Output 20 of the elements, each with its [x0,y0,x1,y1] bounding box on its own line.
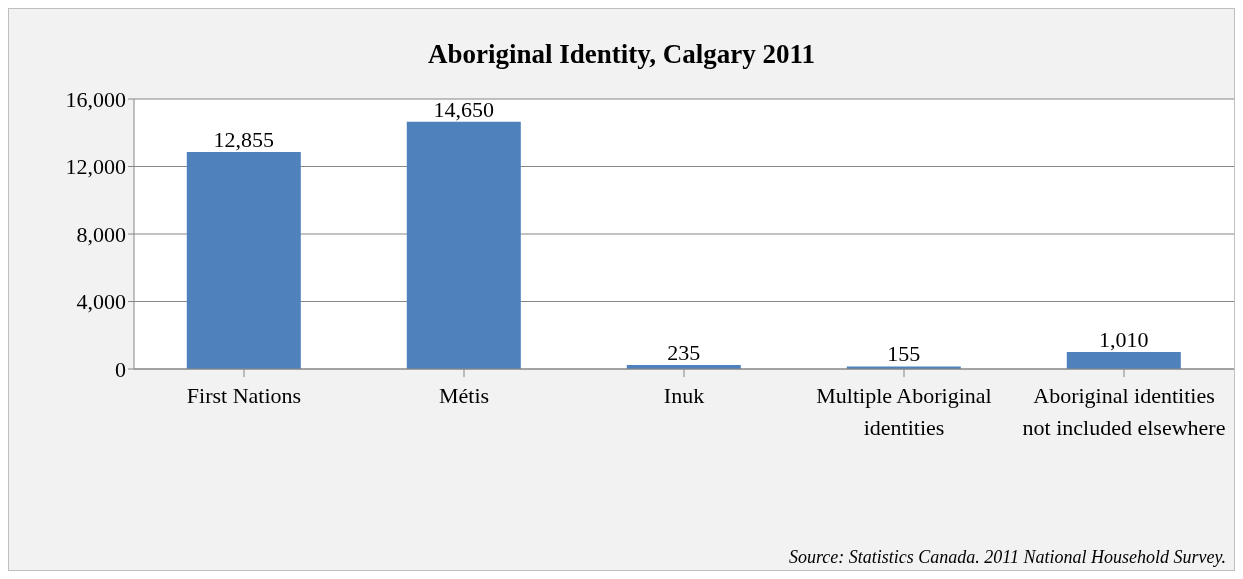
x-tick-label: Aboriginal identities not included elsewhere [1022,382,1226,440]
y-tick-label: 16,000 [65,86,126,112]
chart-title: Aboriginal Identity, Calgary 2011 [427,38,816,71]
data-label: 235 [667,340,701,366]
y-tick-label: 4,000 [76,289,126,315]
x-tick-label: Multiple Aboriginal identities [816,382,992,440]
x-tick-label: Métis [438,382,490,408]
x-tick-label: First Nations [186,382,302,408]
bar [186,152,301,369]
data-label: 12,855 [213,127,275,153]
y-tick-label: 8,000 [76,221,126,247]
x-tick-label: Inuk [663,382,705,408]
data-label: 14,650 [433,96,495,122]
bar [1066,351,1181,369]
data-label: 155 [887,341,921,367]
bar [406,121,521,369]
data-label: 1,010 [1099,326,1149,352]
source-note: Source: Statistics Canada. 2011 National Household Survey. [789,547,1226,568]
y-tick-label: 12,000 [65,154,126,180]
y-tick-label: 0 [115,356,126,382]
